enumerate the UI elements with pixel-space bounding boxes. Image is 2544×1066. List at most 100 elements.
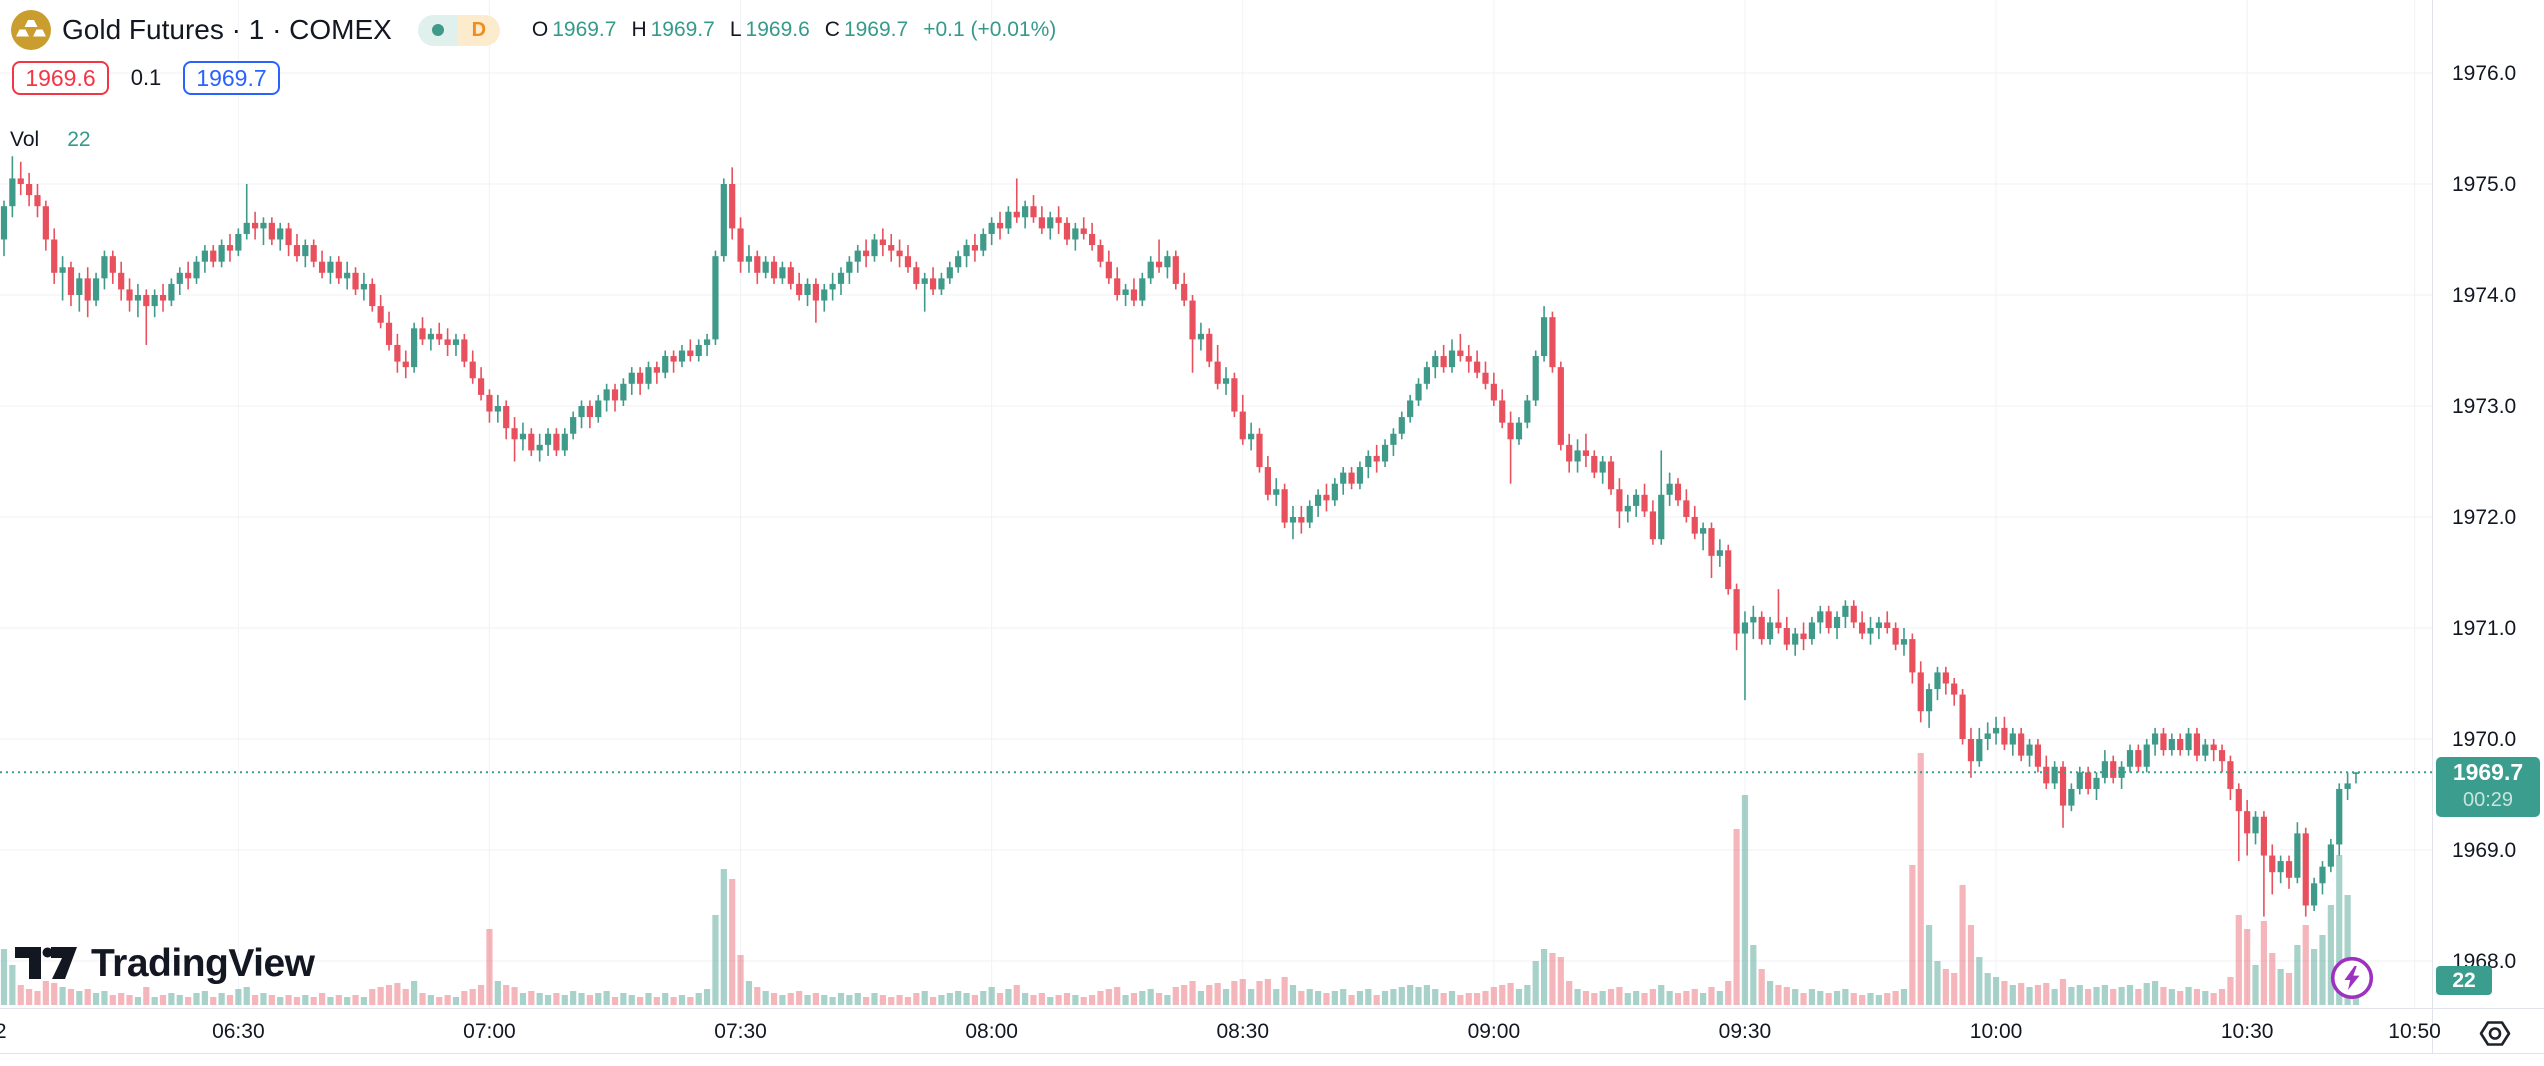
volume-bar	[1197, 991, 1205, 1005]
volume-bar	[1641, 993, 1648, 1005]
volume-bar	[243, 987, 250, 1005]
volume-bar	[1507, 983, 1514, 1005]
symbol-title[interactable]: Gold Futures · 1 · COMEX	[62, 14, 392, 45]
volume-bar	[17, 985, 24, 1005]
candle-body	[1122, 289, 1129, 295]
candle-body	[118, 272, 125, 290]
candle-body	[796, 283, 803, 295]
candle-body	[293, 245, 301, 257]
volume-bar	[2043, 983, 2050, 1005]
candle-body	[67, 267, 75, 295]
axis-settings-button[interactable]	[2477, 1018, 2513, 1049]
candle-body	[1432, 356, 1439, 368]
candle-body	[1013, 211, 1020, 218]
volume-bar	[1566, 981, 1573, 1005]
volume-bar	[971, 995, 979, 1005]
volume-bar	[1875, 995, 1882, 1005]
volume-bar	[2126, 985, 2134, 1005]
volume-bar	[260, 993, 267, 1005]
volume-bar	[143, 987, 150, 1005]
volume-bar	[252, 995, 259, 1005]
sell-bid-button[interactable]: 1969.6	[12, 61, 109, 95]
last-price-tag: 1969.7 00:29	[2436, 757, 2540, 817]
candle-body	[637, 372, 644, 384]
symbol-legend-row: Gold Futures · 1 · COMEX D O 1969.7 H 1969…	[10, 8, 1056, 52]
volume-legend-row: Vol 22	[10, 127, 91, 153]
volume-bar	[1490, 987, 1497, 1005]
candle-body	[494, 406, 501, 412]
volume-bar	[394, 983, 401, 1005]
volume-bar	[1926, 925, 1933, 1005]
candle-body	[670, 356, 677, 362]
time-axis[interactable]: 2 06:30 07:00 07:30 08:00 08:30 09:00 09:30 10:0…	[0, 1020, 2441, 1043]
volume-bar	[946, 993, 953, 1005]
volume-bar	[1373, 995, 1380, 1005]
volume-bar	[1164, 995, 1171, 1005]
volume-bar	[101, 991, 108, 1005]
volume-bar	[385, 985, 393, 1005]
volume-bar	[670, 997, 677, 1005]
volume-bar	[1951, 973, 1958, 1005]
candle-body	[2327, 844, 2334, 867]
candle-body	[863, 250, 870, 257]
low-label: L	[729, 18, 742, 41]
candle-body	[888, 245, 895, 251]
volume-bar	[1013, 985, 1020, 1005]
volume-bar	[1482, 991, 1489, 1005]
candle-body	[436, 333, 443, 340]
volume-bar	[2001, 981, 2008, 1005]
candle-body	[737, 228, 744, 262]
candle-body	[678, 350, 686, 362]
candle-body	[486, 394, 493, 412]
volume-bar	[9, 965, 16, 1005]
spread-value: 0.1	[130, 65, 162, 90]
volume-bar	[1022, 993, 1029, 1005]
volume-bar	[1030, 995, 1037, 1005]
volume-bar	[369, 989, 376, 1005]
volume-bar	[1474, 993, 1481, 1005]
candle-body	[528, 433, 535, 451]
candle-body	[1884, 622, 1891, 628]
price-axis[interactable]: 1976.0 1975.0 1974.0 1973.0 1972.0 1971.0 1970…	[2452, 62, 2516, 973]
volume-bar	[1281, 977, 1288, 1005]
candle-body	[955, 256, 962, 268]
volume-bar	[1080, 997, 1087, 1005]
market-status-badge[interactable]: D	[417, 14, 500, 46]
candle-body	[1273, 489, 1280, 495]
candle-body	[1532, 356, 1539, 401]
instant-trading-button[interactable]	[2329, 955, 2375, 1001]
volume-bar	[1792, 989, 1799, 1005]
candle-body	[1490, 383, 1497, 401]
ohlc-readout: O 1969.7 H 1969.7 L 1969.6 C 1969.7 +0.1 (+0…	[532, 18, 1056, 42]
candle-body	[452, 339, 460, 345]
volume-bar	[2143, 983, 2150, 1005]
candle-body	[2210, 744, 2217, 751]
volume-bar	[2311, 949, 2318, 1005]
volume-bar	[411, 981, 418, 1005]
candle-body	[1833, 616, 1841, 628]
candle-body	[544, 433, 552, 445]
volume-bar	[1616, 987, 1623, 1005]
close-value: 1969.7	[843, 18, 909, 41]
candle-body	[1524, 400, 1531, 423]
candle-body	[1239, 411, 1246, 440]
candle-body	[1197, 333, 1205, 340]
volume-bar	[1524, 985, 1531, 1005]
volume-bar	[1783, 987, 1790, 1005]
volume-bar	[1298, 991, 1305, 1005]
volume-bar	[745, 981, 753, 1005]
volume-axis-tag: 22	[2436, 966, 2492, 995]
volume-bar	[452, 997, 460, 1005]
candle-body	[1139, 278, 1146, 301]
volume-bar	[2269, 953, 2276, 1005]
tradingview-logo[interactable]: TradingView	[15, 941, 315, 987]
candle-body	[837, 272, 845, 284]
volume-bar	[159, 995, 167, 1005]
buy-ask-button[interactable]: 1969.7	[183, 61, 280, 95]
volume-bar	[678, 995, 686, 1005]
candlestick-series	[0, 156, 2360, 917]
volume-bar	[637, 997, 644, 1005]
volume-bar	[1097, 991, 1104, 1005]
candle-body	[1097, 245, 1104, 262]
